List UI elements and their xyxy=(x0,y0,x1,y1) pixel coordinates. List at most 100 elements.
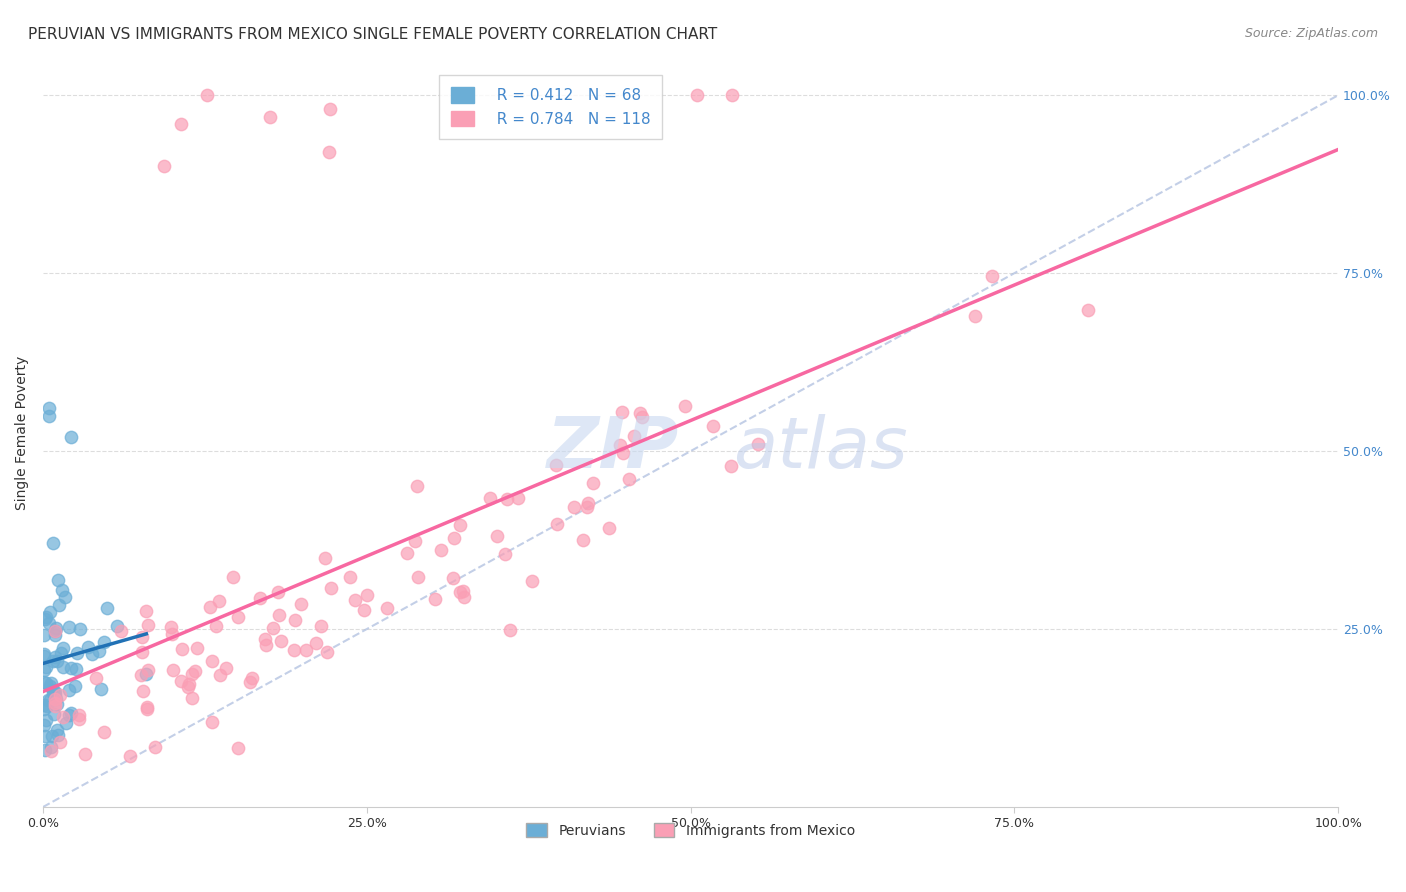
Point xyxy=(48,599,70,613)
Point xyxy=(254,632,277,647)
Point xyxy=(75,747,97,761)
Point xyxy=(49,735,72,749)
Point xyxy=(45,691,67,706)
Point xyxy=(314,551,336,566)
Point xyxy=(38,401,60,416)
Point xyxy=(131,645,153,659)
Point xyxy=(160,627,183,641)
Point xyxy=(86,671,108,685)
Point xyxy=(35,713,58,727)
Point xyxy=(67,712,90,726)
Point xyxy=(46,654,69,668)
Point xyxy=(42,654,65,668)
Point xyxy=(628,406,651,420)
Point xyxy=(93,725,115,739)
Point xyxy=(45,723,67,737)
Point xyxy=(240,671,263,685)
Point xyxy=(39,744,62,758)
Point xyxy=(406,569,429,583)
Point xyxy=(159,619,181,633)
Point xyxy=(201,654,224,668)
Point xyxy=(45,621,67,635)
Point xyxy=(65,662,87,676)
Point xyxy=(42,707,65,722)
Point xyxy=(80,647,103,661)
Point xyxy=(963,310,986,324)
Point xyxy=(290,598,312,612)
Point xyxy=(34,729,56,743)
Point xyxy=(377,600,399,615)
Point xyxy=(60,706,83,720)
Point xyxy=(35,699,58,714)
Point xyxy=(58,683,80,698)
Point xyxy=(44,698,66,713)
Point xyxy=(34,742,56,756)
Point xyxy=(572,533,595,547)
Point xyxy=(131,684,153,698)
Point xyxy=(131,668,153,682)
Point xyxy=(598,521,620,535)
Point xyxy=(44,696,66,710)
Point xyxy=(226,610,249,624)
Point xyxy=(38,409,60,423)
Point xyxy=(319,103,342,117)
Point xyxy=(631,410,654,425)
Point xyxy=(544,458,567,472)
Point xyxy=(32,674,55,689)
Point xyxy=(200,600,222,615)
Point xyxy=(980,268,1002,283)
Point xyxy=(562,500,585,515)
Point xyxy=(39,739,62,754)
Point xyxy=(49,647,72,661)
Point xyxy=(42,683,65,698)
Point xyxy=(170,117,193,131)
Point xyxy=(69,622,91,636)
Point xyxy=(1077,303,1099,318)
Point xyxy=(170,674,193,689)
Point xyxy=(180,667,202,681)
Point xyxy=(34,612,56,626)
Point xyxy=(249,591,271,605)
Point xyxy=(575,500,598,514)
Point xyxy=(38,615,60,630)
Point xyxy=(135,667,157,681)
Point xyxy=(118,749,141,764)
Point xyxy=(479,491,502,505)
Point xyxy=(32,698,55,712)
Point xyxy=(395,546,418,560)
Point xyxy=(52,641,75,656)
Point xyxy=(612,446,634,460)
Point xyxy=(136,702,159,716)
Point xyxy=(720,458,742,473)
Point xyxy=(404,533,426,548)
Point xyxy=(76,640,98,654)
Point xyxy=(48,728,70,742)
Point xyxy=(443,532,465,546)
Point xyxy=(136,700,159,714)
Text: ZIP: ZIP xyxy=(547,414,679,483)
Point xyxy=(63,679,86,693)
Y-axis label: Single Female Poverty: Single Female Poverty xyxy=(15,356,30,510)
Point xyxy=(136,663,159,677)
Point xyxy=(222,570,245,584)
Point xyxy=(48,688,70,702)
Point xyxy=(208,667,231,681)
Point xyxy=(226,741,249,756)
Point xyxy=(58,620,80,634)
Point xyxy=(152,160,174,174)
Point xyxy=(44,688,66,702)
Point xyxy=(609,438,631,452)
Point xyxy=(177,677,200,691)
Point xyxy=(406,479,429,493)
Point xyxy=(270,634,292,648)
Point xyxy=(41,729,63,743)
Point xyxy=(32,649,55,664)
Point xyxy=(42,536,65,550)
Point xyxy=(32,702,55,716)
Point xyxy=(520,574,543,588)
Point xyxy=(44,624,66,638)
Point xyxy=(39,605,62,619)
Point xyxy=(617,472,640,486)
Point xyxy=(254,639,277,653)
Point xyxy=(55,715,77,730)
